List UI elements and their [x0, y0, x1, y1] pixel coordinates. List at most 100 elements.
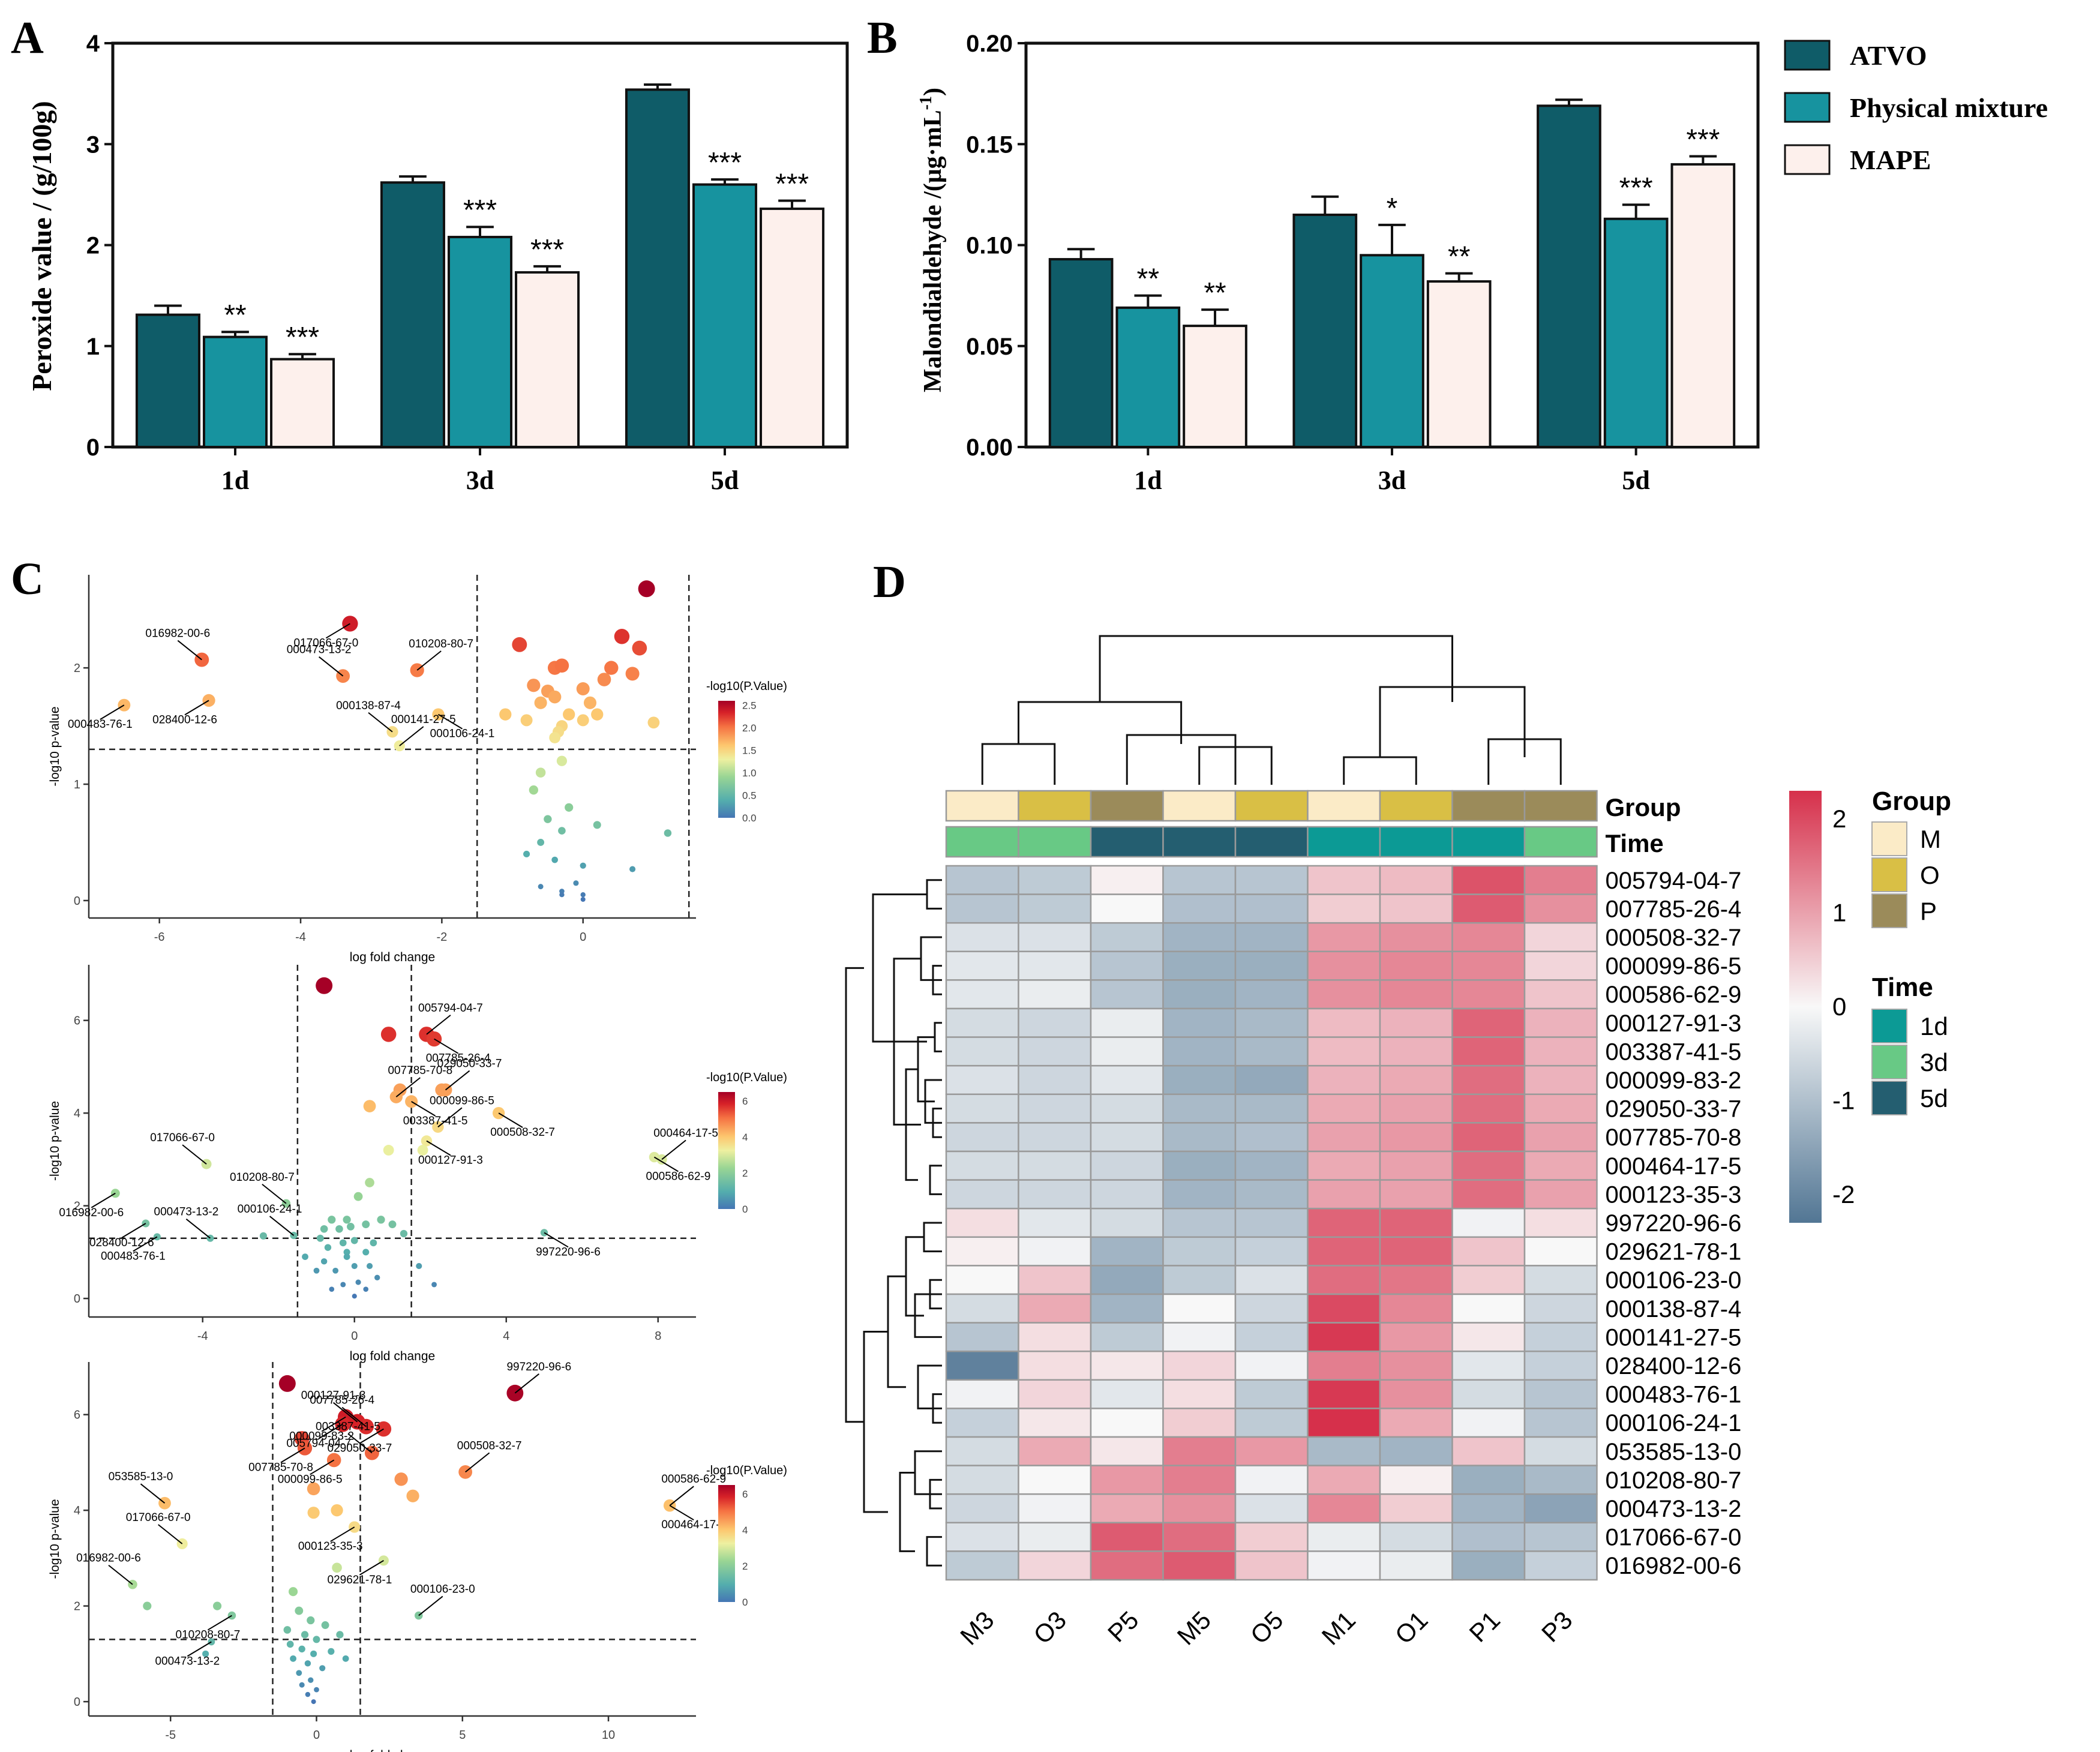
group-annotation-cell — [1018, 790, 1092, 822]
heatmap-cell — [1523, 950, 1598, 981]
point-label: 007785-70-8 — [248, 1462, 313, 1474]
heatmap-cell — [1162, 1150, 1237, 1181]
x-tick-label: 4 — [503, 1330, 509, 1343]
label-leader-line — [669, 1505, 694, 1521]
y-axis-label: -log10 p-value — [48, 1499, 62, 1579]
bar-mape-5d — [760, 207, 825, 448]
heatmap-cell — [1234, 950, 1309, 981]
heatmap-cell — [1162, 1179, 1237, 1210]
time-legend-label: 5d — [1920, 1084, 1948, 1112]
label-leader-line — [368, 712, 393, 733]
heatmap-cell — [1451, 1150, 1526, 1181]
heatmap-cell — [1018, 1493, 1092, 1524]
data-point — [365, 1178, 374, 1187]
significance-label: ** — [224, 299, 246, 331]
y-axis-label: -log10 p-value — [48, 706, 62, 786]
data-point — [343, 1249, 350, 1256]
heatmap-cell — [1234, 979, 1309, 1010]
x-tick-label: 0 — [351, 1330, 358, 1343]
y-tick-label: 6 — [74, 1409, 80, 1422]
data-point — [299, 1682, 305, 1688]
x-axis-label: log fold change — [350, 950, 435, 964]
heatmap-cell — [945, 1064, 1019, 1096]
label-leader-line — [465, 1452, 490, 1473]
heatmap-cell — [1018, 893, 1092, 924]
point-label: 000141-27-5 — [391, 713, 456, 726]
heatmap-cell — [1162, 1064, 1237, 1096]
group-annotation-label: Group — [1606, 793, 1681, 821]
heatmap-cell — [1307, 1265, 1381, 1295]
row-dendrogram-branch — [917, 1036, 935, 1103]
heatmap-cell — [945, 979, 1019, 1010]
data-point — [307, 1616, 315, 1625]
heatmap-cell — [1162, 1408, 1237, 1438]
label-leader-line — [182, 1144, 207, 1165]
heatmap-cell — [1234, 1493, 1309, 1524]
heatmap-cell — [1451, 1465, 1526, 1495]
heatmap-cell — [1234, 1093, 1309, 1124]
data-point — [366, 1262, 373, 1270]
significance-label: *** — [286, 322, 319, 353]
point-label: 007785-26-4 — [310, 1394, 374, 1407]
row-dendrogram-branch — [926, 1536, 942, 1567]
y-tick-label: 0.05 — [966, 334, 1013, 360]
heatmap-cell — [1523, 1236, 1598, 1267]
group-legend-label: P — [1920, 897, 1937, 925]
heatmap-cell — [945, 1379, 1019, 1409]
data-point — [573, 880, 579, 886]
data-point — [614, 629, 630, 644]
y-tick-label: 4 — [74, 1504, 80, 1517]
data-point — [208, 1638, 215, 1646]
label-leader-line — [187, 1641, 212, 1657]
data-point — [320, 1258, 328, 1265]
time-annotation-cell — [1451, 826, 1526, 858]
row-dendrogram-branch — [917, 1364, 942, 1409]
bar-atvo-1d — [135, 313, 200, 449]
point-label: 028400-12-6 — [152, 713, 217, 726]
panel-letter-d: D — [873, 557, 906, 607]
bar-atvo-5d — [625, 88, 690, 448]
heatmap-cell — [945, 1236, 1019, 1267]
significance-label: *** — [775, 168, 809, 200]
heatmap-cell — [1090, 1379, 1164, 1409]
heatmap-cell — [1451, 1293, 1526, 1324]
heatmap-cell — [1451, 922, 1526, 953]
x-tick-label: 5d — [1622, 466, 1649, 495]
column-label: O1 — [1390, 1606, 1433, 1649]
data-point — [565, 803, 574, 812]
data-point — [307, 1507, 320, 1519]
heatmap-cell — [1523, 922, 1598, 953]
data-point — [638, 580, 655, 598]
heatmap-cell — [1523, 1036, 1598, 1067]
heatmap-cell — [1162, 1036, 1237, 1067]
data-point — [202, 1650, 209, 1657]
x-axis-label: log fold change — [350, 1349, 435, 1363]
heatmap-cell — [1162, 1293, 1237, 1324]
column-label: O3 — [1028, 1606, 1072, 1649]
heatmap-cell — [1523, 1465, 1598, 1495]
data-point — [324, 1244, 332, 1251]
bar-mape-3d — [515, 271, 580, 448]
data-point — [296, 1670, 302, 1676]
heatmap-cell — [1379, 1179, 1453, 1210]
data-point — [329, 1286, 335, 1292]
heatmap-cell — [1523, 1322, 1598, 1352]
heatmap-cell — [1523, 893, 1598, 924]
y-tick-label: 1 — [74, 778, 80, 791]
row-dendrogram-branch — [845, 967, 864, 1423]
data-point — [350, 1237, 358, 1244]
y-tick-label: 0 — [86, 434, 100, 461]
data-point — [374, 1274, 380, 1281]
data-point — [321, 1621, 329, 1629]
heatmap-cell — [1307, 1436, 1381, 1466]
x-tick-label: 5 — [459, 1729, 466, 1742]
significance-label: ** — [1448, 241, 1470, 273]
data-point — [556, 755, 568, 766]
heatmap-cell — [1162, 1436, 1237, 1466]
label-leader-line — [184, 700, 209, 716]
row-label: 000473-13-2 — [1606, 1496, 1742, 1522]
heatmap-cell — [1018, 1293, 1092, 1324]
data-point — [304, 1660, 311, 1667]
